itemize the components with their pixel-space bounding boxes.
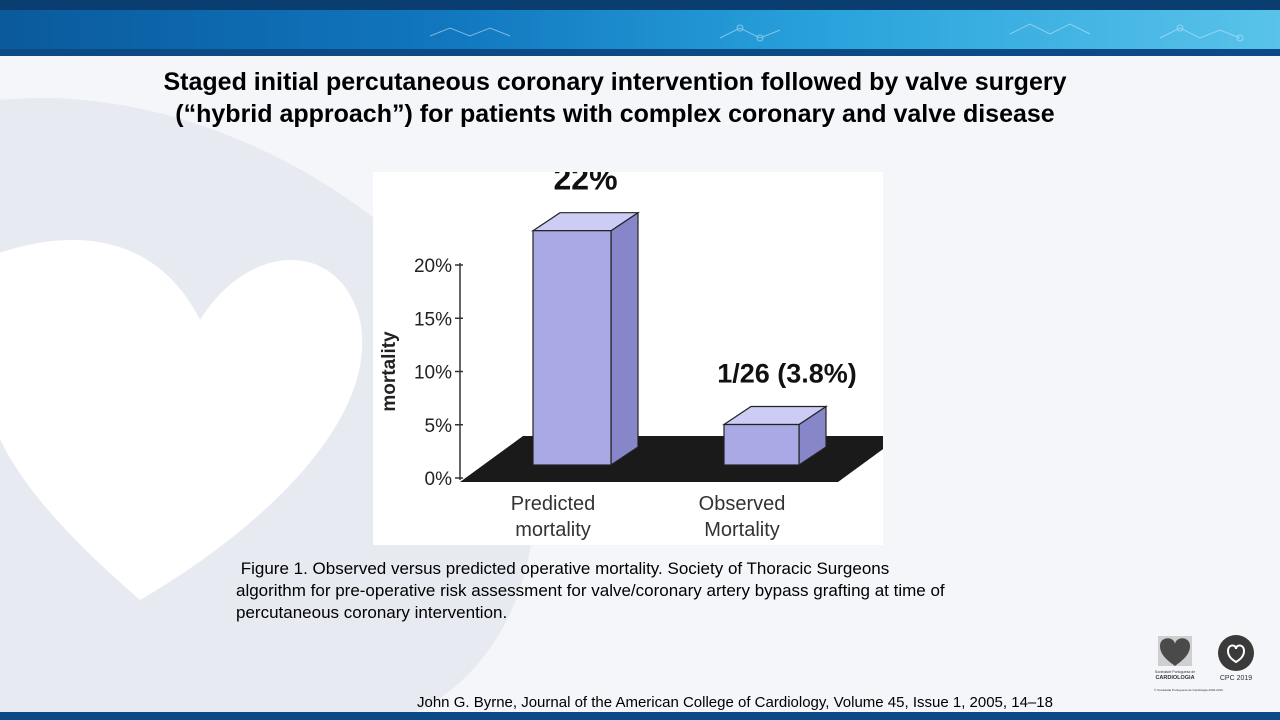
banner-top-strip bbox=[0, 0, 1280, 10]
cpc-heart-icon bbox=[1226, 644, 1246, 664]
y-axis-label: mortality bbox=[379, 331, 400, 412]
x-category-label: Predicted bbox=[511, 493, 596, 515]
bar-side bbox=[610, 211, 639, 467]
title-line-1: Staged initial percutaneous coronary int… bbox=[163, 68, 1067, 96]
title-line-2: (“hybrid approach”) for patients with co… bbox=[175, 100, 1055, 128]
x-category-label: Mortality bbox=[704, 519, 780, 541]
bar bbox=[723, 423, 800, 466]
citation: John G. Byrne, Journal of the American C… bbox=[417, 694, 1053, 711]
spc-heart-icon bbox=[1160, 638, 1190, 666]
cpc-label: CPC 2019 bbox=[1220, 675, 1252, 682]
chart-panel: 0% 5% 10% 15% 20% mortality 22% 1/26 (3.8%) Pred… bbox=[373, 161, 901, 545]
y-tick-label: 10% bbox=[414, 363, 452, 384]
y-tick-label: 15% bbox=[414, 309, 452, 330]
top-banner bbox=[0, 0, 1280, 56]
y-tick-label: 20% bbox=[414, 256, 452, 277]
data-label: 22% bbox=[553, 172, 617, 197]
figure-caption: Figure 1. Observed versus predicted oper… bbox=[236, 558, 1036, 624]
cpc-logo: CPC 2019 bbox=[1218, 635, 1254, 682]
copyright: © Sociedade Portuguesa de Cardiologia 20… bbox=[1154, 688, 1223, 692]
y-tick-label: 0% bbox=[425, 469, 453, 490]
slide-title: Staged initial percutaneous coronary int… bbox=[110, 66, 1120, 130]
x-category-label: Observed bbox=[699, 493, 786, 515]
spc-name-line-1: Sociedade Portuguesa de bbox=[1155, 670, 1195, 674]
x-category-label: mortality bbox=[515, 519, 591, 541]
y-tick-label: 5% bbox=[425, 416, 453, 437]
mortality-bar-chart: 0% 5% 10% 15% 20% mortality 22% 1/26 (3.8%) Pred… bbox=[379, 161, 901, 541]
banner-bottom-edge bbox=[0, 49, 1280, 56]
caption-line-2: algorithm for pre-operative risk assessm… bbox=[236, 581, 945, 600]
spc-name-line-2: CARDIOLOGIA bbox=[1155, 675, 1194, 681]
spc-logo: Sociedade Portuguesa de CARDIOLOGIA bbox=[1155, 636, 1195, 681]
bar bbox=[532, 230, 612, 466]
caption-line-1: Figure 1. Observed versus predicted oper… bbox=[236, 559, 890, 578]
bottom-bar bbox=[0, 712, 1280, 720]
data-label: 1/26 (3.8%) bbox=[717, 359, 857, 389]
caption-line-3: percutaneous coronary intervention. bbox=[236, 603, 508, 622]
molecule-pattern bbox=[429, 23, 1244, 42]
logos: Sociedade Portuguesa de CARDIOLOGIA CPC … bbox=[1154, 635, 1254, 692]
